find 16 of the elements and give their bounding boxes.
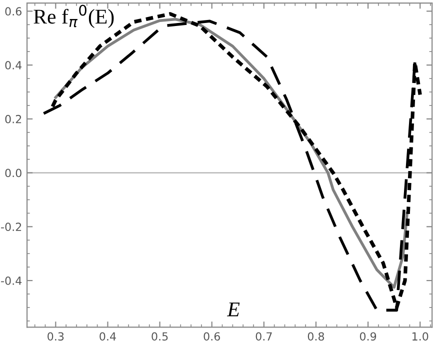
y-tick-label: 0.0	[5, 168, 22, 178]
x-tick-label: 0.4	[100, 332, 116, 341]
x-tick-label: 0.6	[204, 332, 220, 341]
x-tick-label: 0.9	[360, 332, 376, 341]
y-tick-label: 0.4	[5, 61, 22, 70]
y-tick-label: 0.2	[5, 114, 22, 124]
x-tick-label: 0.8	[308, 332, 324, 341]
y-tick-label: -0.2	[1, 222, 22, 232]
x-tick-label: 1.0	[412, 332, 428, 341]
y-tick-label: 0.6	[5, 7, 22, 16]
y-axis-title: Re f$_{π}$$^{0}$(E)	[34, 4, 114, 28]
x-tick-label: 0.3	[48, 332, 64, 341]
x-tick-label: 0.7	[256, 332, 272, 341]
x-tick-label: 0.5	[152, 332, 168, 341]
y-tick-label: -0.4	[1, 276, 22, 285]
x-axis-title: E	[227, 302, 240, 316]
